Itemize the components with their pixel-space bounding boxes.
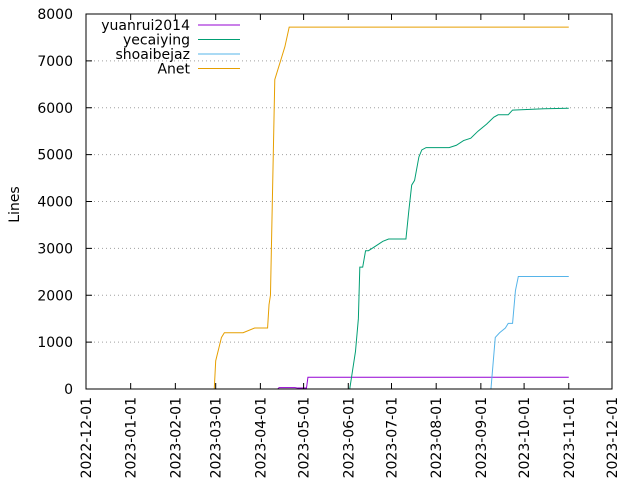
- axis-ticks: [85, 13, 613, 390]
- y-tick-label: 4000: [37, 195, 73, 211]
- y-axis-label: Lines: [7, 186, 23, 222]
- x-tick-label: 2023-12-01: [605, 397, 621, 478]
- y-tick-label: 0: [64, 382, 73, 398]
- x-tick-label: 2022-12-01: [79, 397, 95, 478]
- x-tick-label: 2023-10-01: [517, 397, 533, 478]
- y-tick-label: 2000: [37, 288, 73, 304]
- series-line-shoaibejaz: [490, 276, 569, 390]
- x-tick-label: 2023-04-01: [253, 397, 269, 478]
- x-tick-label: 2023-07-01: [385, 397, 401, 478]
- legend-label: yecaiying: [123, 33, 190, 49]
- x-tick-label: 2023-01-01: [124, 397, 140, 478]
- x-tick-label: 2023-05-01: [297, 397, 313, 478]
- y-tick-label: 3000: [37, 241, 73, 257]
- x-tick-label: 2023-08-01: [429, 397, 445, 478]
- x-tick-label: 2023-06-01: [341, 397, 357, 478]
- x-tick-label: 2023-11-01: [562, 397, 578, 478]
- x-tick-label: 2023-09-01: [474, 397, 490, 478]
- y-tick-label: 5000: [37, 148, 73, 164]
- y-tick-label: 7000: [37, 54, 73, 70]
- series-lines: [213, 26, 569, 390]
- y-tick-label: 1000: [37, 335, 73, 351]
- legend-label: shoaibejaz: [115, 47, 190, 63]
- x-tick-label: 2023-03-01: [209, 397, 225, 478]
- y-tick-label: 6000: [37, 101, 73, 117]
- grid-lines: [86, 60, 612, 343]
- x-tick-labels: 2022-12-01 2023-01-01 2023-02-01 2023-03-01…: [79, 397, 621, 478]
- y-tick-label: 8000: [37, 7, 73, 23]
- series-line-anet: [213, 26, 569, 390]
- series-line-yecaiying: [349, 107, 569, 390]
- x-tick-label: 2023-02-01: [168, 397, 184, 478]
- legend-label: Anet: [157, 62, 190, 78]
- y-tick-labels: 0 1000 2000 3000 4000 5000 6000 7000 8000: [37, 7, 73, 398]
- legend-label: yuanrui2014: [101, 18, 190, 34]
- series-line-yuanrui2014: [277, 376, 569, 390]
